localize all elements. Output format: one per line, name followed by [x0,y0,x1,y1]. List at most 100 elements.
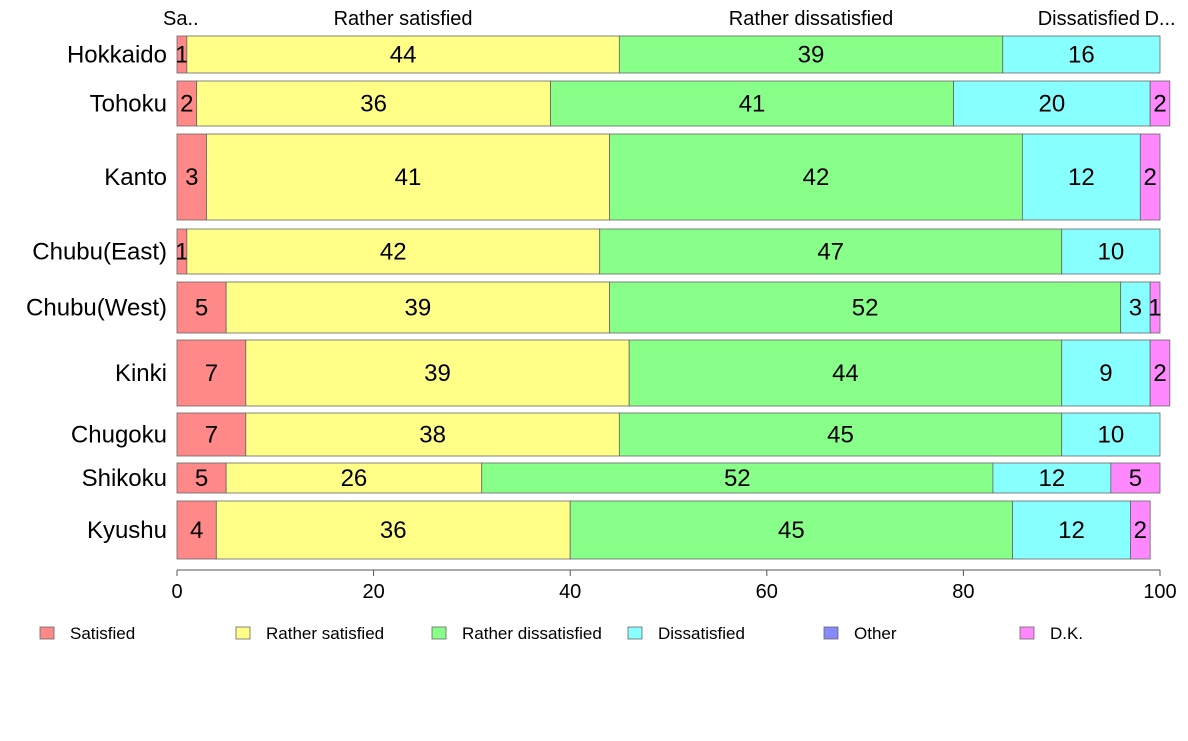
legend-label: D.K. [1050,624,1083,643]
value-label: 44 [390,42,417,69]
legend-swatch [39,626,55,640]
top-series-label: Dissatisfied [1038,8,1140,30]
value-label: 12 [1039,465,1066,492]
bar-segment [1061,339,1151,407]
value-label: 39 [798,42,825,69]
value-label: 44 [832,360,859,387]
value-label: 41 [739,91,766,118]
legend-swatch [1019,626,1035,640]
value-label: 12 [1068,164,1095,191]
bar-segment [1120,281,1151,334]
value-label: 5 [1129,465,1142,492]
value-label: 7 [205,360,218,387]
top-series-label: Rather satisfied [334,8,473,30]
legend-label: Dissatisfied [658,624,745,643]
bar-segment [225,281,610,334]
bar-segment [953,80,1151,127]
value-label: 2 [180,91,193,118]
bar-segment [1149,80,1171,127]
legend-label: Satisfied [70,624,135,643]
bar-segment [1002,35,1161,74]
bar-segment [992,462,1112,494]
value-label: 2 [1134,517,1147,544]
value-label: 45 [778,517,805,544]
bar-segment [176,412,247,457]
x-tick-label: 0 [171,581,182,603]
bar-segment [1149,281,1161,334]
value-label: 5 [195,295,208,322]
bar-segment [225,462,483,494]
value-label: 2 [1143,164,1156,191]
value-label: 39 [404,295,431,322]
value-label: 45 [827,422,854,449]
x-tick-label: 100 [1143,581,1176,603]
x-tick-label: 60 [756,581,778,603]
x-tick-label: 40 [559,581,581,603]
category-label: Hokkaido [67,42,167,69]
bar-segment [1149,339,1171,407]
bar-segment [186,35,620,74]
bar-segment [215,500,571,560]
top-series-label: Sa.. [163,8,199,30]
value-label: 10 [1097,422,1124,449]
bar-segment [1061,228,1161,275]
top-series-label: Rather dissatisfied [729,8,894,30]
value-label: 41 [395,164,422,191]
value-label: 47 [817,239,844,266]
value-label: 20 [1039,91,1066,118]
value-label: 42 [803,164,830,191]
value-label: 12 [1058,517,1085,544]
value-label: 16 [1068,42,1095,69]
legend-swatch [431,626,447,640]
bar-segment [206,133,610,221]
bar-segment [1110,462,1161,494]
value-label: 39 [424,360,451,387]
top-series-label: D... [1144,8,1175,30]
value-label: 1 [175,42,188,69]
bar-segment [609,133,1023,221]
bar-segment [176,339,247,407]
category-label: Chugoku [71,422,167,449]
legend-label: Rather satisfied [266,624,384,643]
x-tick-label: 80 [952,581,974,603]
category-label: Kyushu [87,517,167,544]
bar-segment [176,462,227,494]
legend-swatch [627,626,643,640]
bar-segment [176,281,227,334]
value-label: 1 [1148,295,1161,322]
bar-segment [1021,133,1141,221]
value-label: 26 [341,465,368,492]
category-label: Tohoku [90,91,167,118]
bar-segment [609,281,1122,334]
bar-segment [550,80,954,127]
value-label: 36 [380,517,407,544]
bar-segment [245,339,630,407]
value-label: 9 [1099,360,1112,387]
value-label: 10 [1097,239,1124,266]
value-label: 52 [852,295,879,322]
category-label: Shikoku [82,465,167,492]
bar-segment [186,228,601,275]
value-label: 1 [175,239,188,266]
category-label: Kinki [115,360,167,387]
value-label: 38 [419,422,446,449]
legend-label: Rather dissatisfied [462,624,602,643]
value-label: 4 [190,517,203,544]
legend-swatch [235,626,251,640]
x-tick-label: 20 [362,581,384,603]
value-label: 3 [1129,295,1142,322]
value-label: 7 [205,422,218,449]
legend-label: Other [854,624,897,643]
value-label: 3 [185,164,198,191]
bar-segment [1139,133,1161,221]
category-label: Kanto [104,164,167,191]
value-label: 5 [195,465,208,492]
category-label: Chubu(East) [32,239,167,266]
legend-swatch [823,626,839,640]
value-label: 42 [380,239,407,266]
value-label: 52 [724,465,751,492]
bar-segment [1130,500,1151,560]
bar-segment [176,500,217,560]
